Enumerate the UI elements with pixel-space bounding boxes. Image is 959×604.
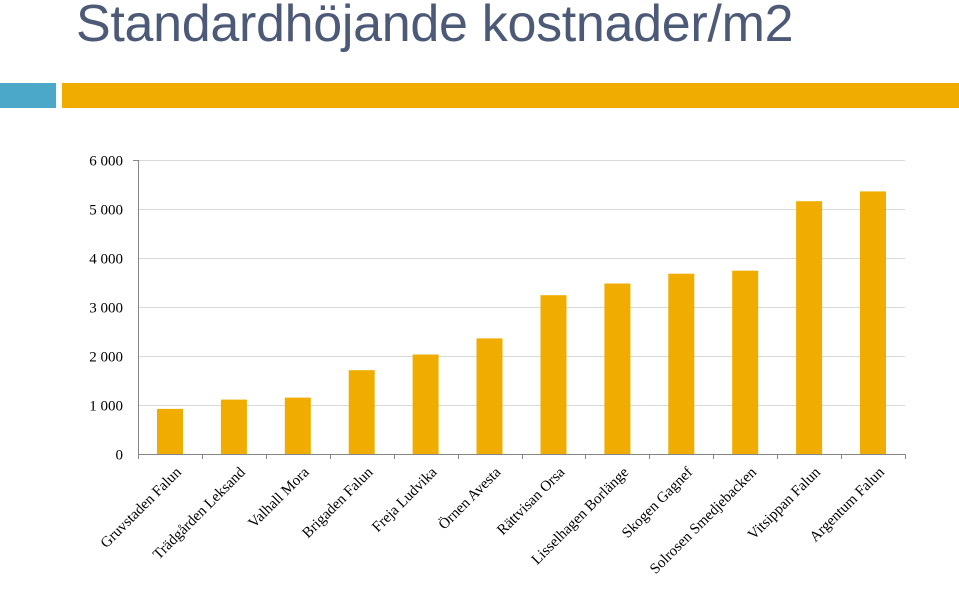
bar [284, 397, 311, 454]
gridlines [138, 160, 905, 406]
bar [220, 399, 247, 454]
bar [348, 370, 375, 454]
bar [604, 283, 631, 454]
axes [133, 160, 906, 459]
x-tick-label: Freja Ludvika [369, 464, 440, 535]
bar [476, 338, 503, 454]
y-tick-label: 1 000 [89, 399, 123, 415]
bar [412, 354, 439, 454]
accent-band [0, 83, 56, 108]
bar [796, 201, 823, 454]
title-underline-band [62, 83, 959, 108]
bar [732, 270, 759, 454]
bar [860, 191, 886, 454]
x-tick-label: Solrosen Smedjebacken [647, 464, 760, 577]
bar [540, 295, 567, 454]
bars [157, 191, 886, 454]
y-tick-label: 5 000 [89, 203, 123, 219]
y-tick-label: 3 000 [89, 301, 123, 317]
x-tick-label: Valhall Mora [246, 464, 313, 531]
y-tick-label: 2 000 [89, 350, 123, 366]
bar [157, 408, 183, 454]
y-tick-label: 4 000 [89, 252, 123, 268]
y-tick-label: 6 000 [89, 154, 123, 170]
bar [668, 273, 695, 454]
y-tick-labels: 0 1 000 2 000 3 000 4 000 5 000 6 000 [89, 154, 123, 464]
y-tick-label: 0 [116, 448, 124, 464]
slide-title: Standardhöjande kostnader/m2 [76, 0, 794, 53]
x-tick-label: Örnen Avesta [435, 464, 505, 534]
